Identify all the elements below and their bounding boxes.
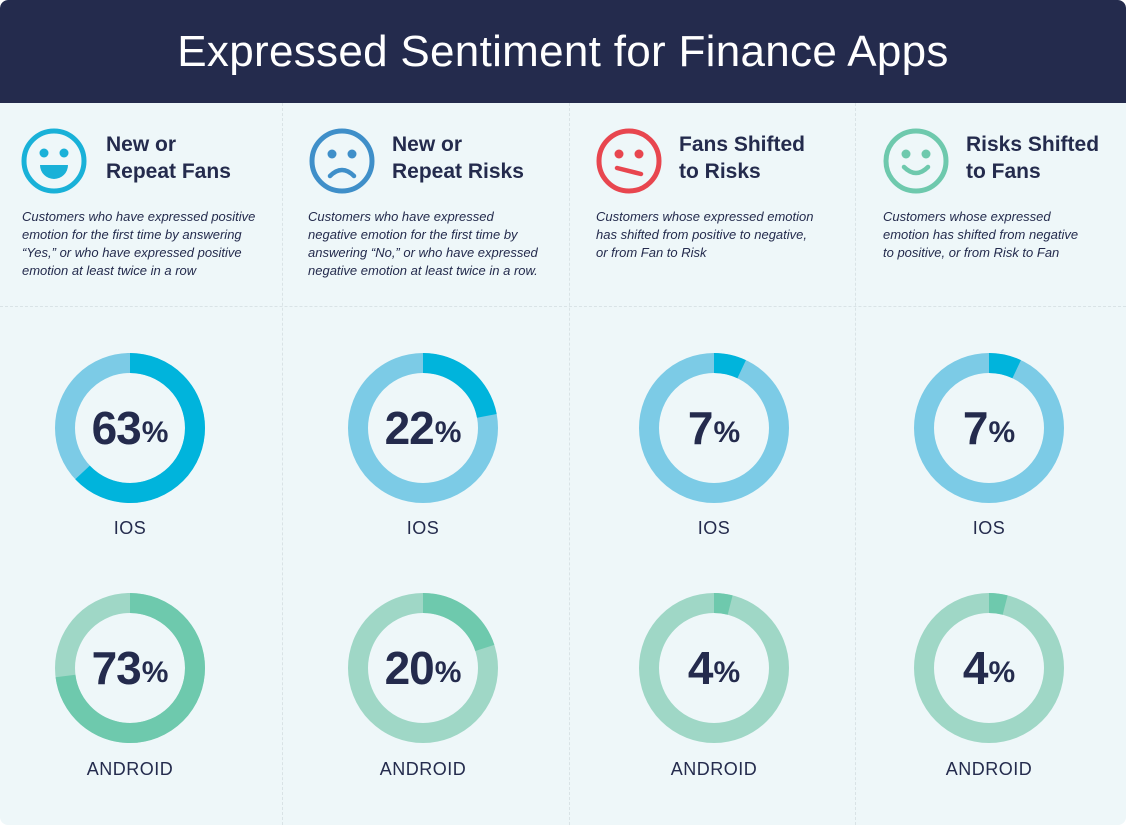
android-donut-svg [55, 593, 205, 743]
ios-donut-segment [348, 353, 498, 503]
category-title: New or Repeat Fans [106, 133, 231, 183]
ios-donut-chart: 63% [55, 353, 205, 503]
ios-donut-svg [55, 353, 205, 503]
percent-symbol: % [434, 416, 462, 449]
android-donut-chart: 4% [639, 593, 789, 743]
category-column-fans-to-risks: Fans Shifted to Risks Customers whose ex… [569, 103, 855, 825]
percent-symbol: % [988, 416, 1016, 449]
android-donut-segment [914, 593, 1064, 743]
category-column-fans: New or Repeat Fans Customers who have ex… [0, 103, 282, 825]
sad-face-icon [309, 128, 375, 194]
ios-donut-segment [639, 353, 789, 503]
ios-label: IOS [113, 518, 147, 538]
ios-donut-svg [348, 353, 498, 503]
android-label: ANDROID [670, 759, 758, 779]
column-divider [282, 103, 283, 825]
ios-donut-chart: 22% [348, 353, 498, 503]
category-title: Risks Shifted to Fans [966, 133, 1100, 183]
ios-label: IOS [697, 518, 731, 538]
category-column-risks: New or Repeat Risks Customers who have e… [282, 103, 569, 825]
android-label: ANDROID [379, 759, 467, 779]
ios-donut-svg [639, 353, 789, 503]
percent-symbol: % [988, 656, 1016, 689]
happy-face-icon [21, 128, 87, 194]
unhappy-face-icon [596, 128, 662, 194]
android-donut-chart: 4% [914, 593, 1064, 743]
android-donut-svg [639, 593, 789, 743]
percent-symbol: % [434, 656, 462, 689]
android-donut-chart: 73% [55, 593, 205, 743]
android-donut-svg [914, 593, 1064, 743]
ios-label: IOS [406, 518, 440, 538]
android-donut-chart: 20% [348, 593, 498, 743]
percent-symbol: % [141, 656, 169, 689]
ios-percent-value: 63 [91, 402, 142, 454]
smile-face-icon [883, 128, 949, 194]
android-donut-svg [348, 593, 498, 743]
category-title: New or Repeat Risks [392, 133, 524, 183]
ios-donut-chart: 7% [639, 353, 789, 503]
android-donut-segment [639, 593, 789, 743]
column-divider [855, 103, 856, 825]
android-label: ANDROID [945, 759, 1033, 779]
ios-donut-chart: 7% [914, 353, 1064, 503]
percent-symbol: % [713, 416, 741, 449]
percent-symbol: % [713, 656, 741, 689]
ios-donut-svg [914, 353, 1064, 503]
category-description: Customers whose expressed emotion has sh… [596, 209, 814, 260]
category-title: Fans Shifted to Risks [679, 133, 806, 183]
category-description: Customers whose expressed emotion has sh… [883, 209, 1079, 260]
android-donut-segment [348, 593, 498, 743]
category-description: Customers who have expressed negative em… [308, 209, 538, 278]
ios-donut-segment [55, 353, 205, 503]
android-percent-value: 20 [384, 642, 435, 694]
row-divider [0, 306, 1126, 307]
ios-percent-value: 7 [962, 402, 989, 454]
ios-donut-segment [914, 353, 1064, 503]
ios-percent-value: 7 [687, 402, 714, 454]
android-donut-segment [55, 593, 205, 743]
android-percent-value: 73 [91, 642, 142, 694]
android-label: ANDROID [86, 759, 174, 779]
android-percent-value: 4 [687, 642, 714, 694]
ios-percent-value: 22 [384, 402, 435, 454]
page-title: Expressed Sentiment for Finance Apps [177, 26, 949, 76]
column-divider [569, 103, 570, 825]
category-description: Customers who have expressed positive em… [22, 209, 256, 278]
android-percent-value: 4 [962, 642, 989, 694]
category-column-risks-to-fans: Risks Shifted to Fans Customers whose ex… [855, 103, 1126, 825]
percent-symbol: % [141, 416, 169, 449]
header-bar: Expressed Sentiment for Finance Apps [0, 0, 1126, 103]
ios-label: IOS [972, 518, 1006, 538]
